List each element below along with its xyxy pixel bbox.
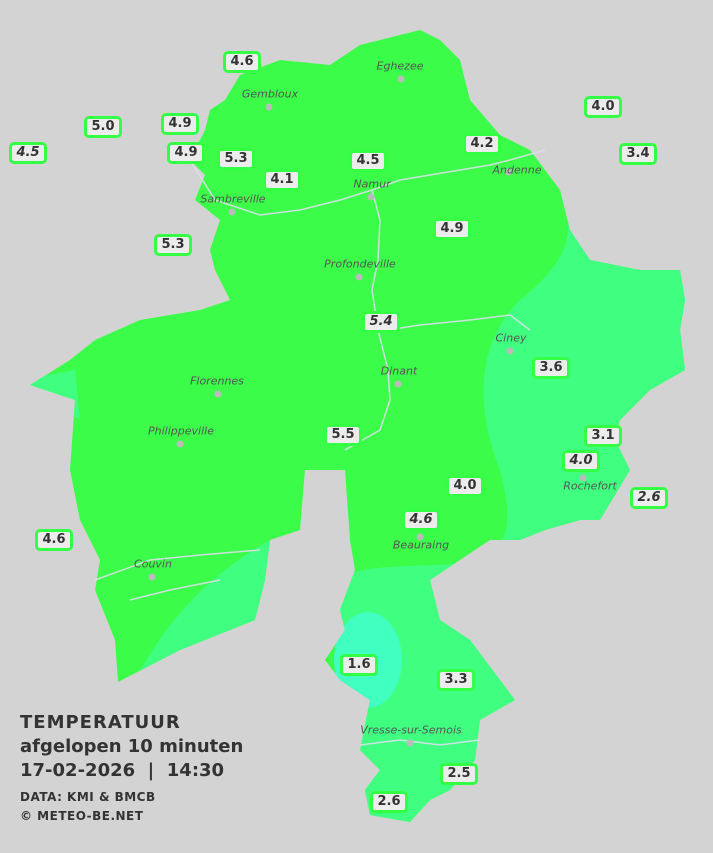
station-temperature-label[interactable]: 1.6 [340, 654, 378, 676]
station-temperature-label[interactable]: 4.0 [562, 450, 600, 472]
city-label: Gembloux [241, 87, 299, 101]
station-temperature-label[interactable]: 5.0 [84, 116, 122, 138]
station-temperature-label[interactable]: 4.9 [161, 113, 199, 135]
data-source: DATA: KMI & BMCB [20, 790, 156, 804]
city-dot [416, 533, 424, 541]
station-temperature-label[interactable]: 4.6 [402, 509, 440, 531]
map-title: TEMPERATUUR [20, 712, 181, 733]
city-label: Eghezee [376, 59, 424, 73]
city-label: Ciney [495, 331, 527, 345]
city-dot [367, 193, 375, 201]
city-label: Profondeville [324, 257, 396, 271]
city-dot [228, 208, 236, 216]
station-temperature-label[interactable]: 4.0 [584, 96, 622, 118]
city-dot [355, 273, 363, 281]
station-temperature-label[interactable]: 4.1 [263, 169, 301, 191]
station-temperature-label[interactable]: 5.3 [154, 234, 192, 256]
city-dot [394, 380, 402, 388]
station-temperature-label[interactable]: 4.6 [223, 51, 261, 73]
map-datetime: 17-02-2026 | 14:30 [20, 760, 225, 781]
city-dot [397, 75, 405, 83]
city-dot [265, 103, 273, 111]
station-temperature-label[interactable]: 4.6 [35, 529, 73, 551]
map-subtitle: afgelopen 10 minuten [20, 736, 244, 757]
station-temperature-label[interactable]: 5.3 [217, 148, 255, 170]
city-label: Couvin [134, 557, 172, 571]
city-label: Rochefort [563, 479, 617, 493]
station-temperature-label[interactable]: 3.6 [532, 357, 570, 379]
rivers [94, 149, 546, 746]
temperature-zone-2-4-northwest [30, 370, 80, 420]
station-temperature-label[interactable]: 4.5 [9, 142, 47, 164]
station-temperature-label[interactable]: 3.4 [619, 143, 657, 165]
city-label: Sambreville [200, 192, 266, 206]
city-label: Namur [353, 177, 391, 191]
city-label: Florennes [190, 374, 244, 388]
station-temperature-label[interactable]: 2.6 [370, 791, 408, 813]
station-temperature-label[interactable]: 3.3 [437, 669, 475, 691]
city-dot [579, 474, 587, 482]
station-temperature-label[interactable]: 4.5 [349, 150, 387, 172]
city-dot [176, 440, 184, 448]
station-temperature-label[interactable]: 4.0 [446, 475, 484, 497]
city-dot [504, 168, 512, 176]
city-label: Vresse-sur-Semois [360, 723, 462, 737]
station-temperature-label[interactable]: 5.5 [324, 424, 362, 446]
city-dot [148, 573, 156, 581]
city-label: Andenne [492, 163, 542, 177]
station-temperature-label[interactable]: 3.1 [584, 425, 622, 447]
station-temperature-label[interactable]: 4.9 [433, 218, 471, 240]
station-temperature-label[interactable]: 2.6 [630, 487, 668, 509]
city-label: Beauraing [392, 538, 450, 552]
city-dot [406, 739, 414, 747]
city-label: Dinant [380, 364, 418, 378]
city-label: Philippeville [148, 424, 214, 438]
city-dot [214, 390, 222, 398]
city-dot [506, 347, 514, 355]
station-temperature-label[interactable]: 4.2 [463, 133, 501, 155]
station-temperature-label[interactable]: 4.9 [167, 142, 205, 164]
copyright: © METEO-BE.NET [20, 809, 144, 823]
station-temperature-label[interactable]: 2.5 [440, 763, 478, 785]
station-temperature-label[interactable]: 5.4 [362, 311, 400, 333]
map-legend: TEMPERATUUR afgelopen 10 minuten 17-02-2… [20, 711, 243, 825]
